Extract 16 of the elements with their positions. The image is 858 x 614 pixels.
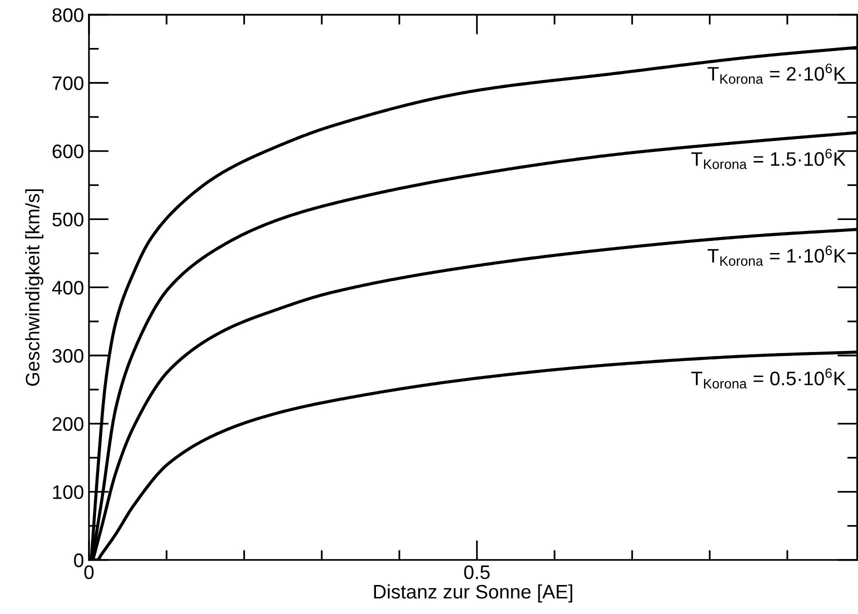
annotation: T$_{Korona}$ = 1.5·10$^{6}$K bbox=[691, 148, 846, 170]
y-tick-label: 600 bbox=[52, 144, 84, 158]
annotation: T$_{Korona}$ = 2·10$^{6}$K bbox=[708, 64, 846, 84]
y-tick-label: 700 bbox=[52, 76, 84, 90]
y-tick-label: 300 bbox=[52, 348, 84, 363]
x-axis-title: Distanz zur Sonne [AE] bbox=[374, 584, 572, 602]
y-tick-label: 500 bbox=[52, 212, 84, 226]
y-tick-label: 800 bbox=[52, 8, 84, 22]
annotation: T$_{Korona}$ = 0.5·10$^{6}$K bbox=[691, 368, 846, 388]
y-tick-label: 400 bbox=[52, 280, 84, 295]
y-tick-label: 0 bbox=[74, 553, 84, 568]
x-tick-label: 0.5 bbox=[464, 565, 490, 580]
y-axis-title: Geschwindigkeit [km/s] bbox=[25, 189, 44, 386]
y-tick-label: 100 bbox=[53, 485, 84, 500]
annotation: T$_{Korona}$ = 1·10$^{6}$K bbox=[708, 246, 846, 266]
y-tick-label: 200 bbox=[52, 417, 84, 431]
